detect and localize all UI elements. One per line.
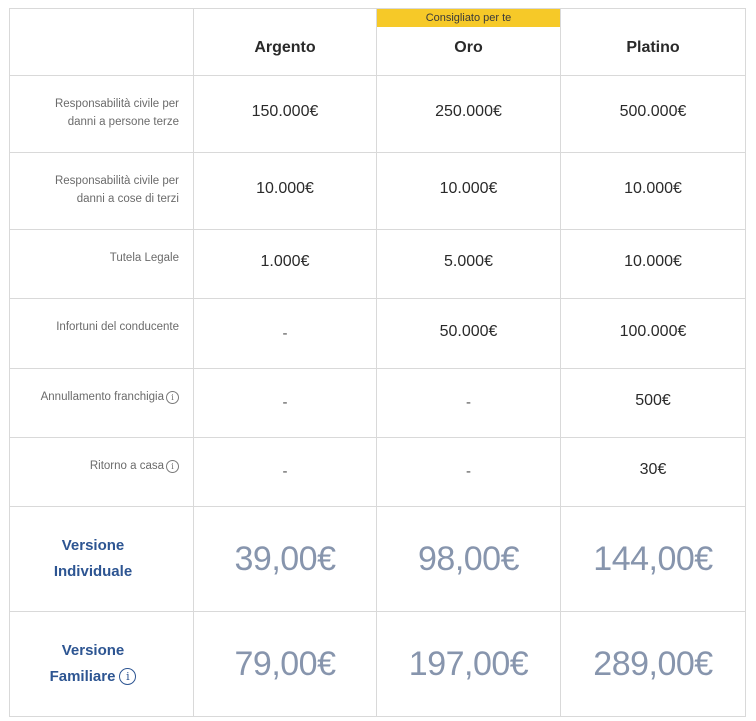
plan-name: Platino [626, 39, 680, 56]
plan-header-platino: Platino [560, 8, 746, 76]
price-label-line: Versione [61, 642, 125, 659]
cell-value: 500.000€ [619, 103, 687, 120]
cell-value: 10.000€ [624, 253, 682, 270]
row-label-line: Infortuni del conducente [56, 321, 179, 333]
row-label-line: danni a cose di terzi [76, 193, 179, 205]
cell-value: 100.000€ [619, 322, 687, 340]
table-row: Annullamento franchigia i - - 500€ [9, 368, 746, 438]
table-header-row: Argento Consigliato per te Oro Platino [9, 8, 746, 76]
header-empty-cell [9, 8, 194, 76]
row-label: Responsabilità civile per danni a cose d… [9, 152, 194, 230]
table-row: Tutela Legale 1.000€ 5.000€ 10.000€ [9, 229, 746, 299]
row-label-line: Annullamento franchigia [40, 391, 164, 403]
plan-name: Argento [254, 39, 316, 56]
cell-value: - [466, 463, 471, 480]
cell-value: 50.000€ [439, 322, 498, 340]
row-label-line: Responsabilità civile per [54, 175, 179, 187]
price-value: 197,00€ [408, 644, 529, 683]
price-label-line: Familiare [49, 668, 116, 685]
price-value: 144,00€ [593, 539, 713, 578]
cell-value: 250.000€ [435, 103, 502, 120]
cell-value: 5.000€ [444, 253, 493, 270]
plan-name: Oro [454, 39, 483, 56]
table-row: Ritorno a casa i - - 30€ [9, 437, 746, 507]
cell-value: 10.000€ [439, 180, 498, 197]
cell-value: - [282, 324, 288, 342]
price-value: 79,00€ [234, 644, 337, 683]
cell-value: - [282, 394, 288, 411]
cell-value: 1.000€ [260, 253, 310, 270]
table-row: Infortuni del conducente - 50.000€ 100.0… [9, 298, 746, 369]
comparison-table: Argento Consigliato per te Oro Platino R… [9, 8, 746, 717]
plan-header-argento: Argento [193, 8, 377, 76]
cell-value: - [282, 463, 288, 480]
cell-value: - [466, 394, 471, 411]
table-row: Responsabilità civile per danni a person… [9, 75, 746, 153]
table-row: Responsabilità civile per danni a cose d… [9, 152, 746, 230]
cell-value: 10.000€ [256, 180, 314, 197]
row-label-line: Ritorno a casa [89, 460, 164, 472]
cell-value: 150.000€ [251, 103, 319, 120]
info-icon[interactable]: i [119, 668, 137, 685]
row-label: Ritorno a casa i [9, 437, 194, 507]
row-label: Responsabilità civile per danni a person… [9, 75, 194, 153]
info-icon[interactable]: i [166, 391, 179, 404]
price-label-line: Versione [61, 537, 125, 554]
price-row: Versione Familiare i 79,00€ 197,00€ 289,0… [9, 611, 746, 717]
row-label-line: Responsabilità civile per [54, 98, 179, 110]
row-label-line: danni a persone terze [67, 116, 179, 128]
price-label: Versione Individuale [9, 506, 194, 612]
cell-value: 500€ [635, 392, 671, 409]
row-label: Infortuni del conducente [9, 298, 194, 369]
price-label: Versione Familiare i [9, 611, 194, 717]
info-icon[interactable]: i [166, 460, 179, 473]
price-value: 289,00€ [593, 644, 713, 683]
row-label: Tutela Legale [9, 229, 194, 299]
cell-value: 10.000€ [624, 180, 682, 197]
row-label: Annullamento franchigia i [9, 368, 194, 438]
price-label-line: Individuale [53, 563, 133, 580]
price-row: Versione Individuale 39,00€ 98,00€ 144,0… [9, 506, 746, 612]
recommended-badge: Consigliato per te [377, 9, 560, 27]
plan-header-oro: Consigliato per te Oro [376, 8, 561, 76]
row-label-line: Tutela Legale [109, 252, 179, 264]
price-value: 39,00€ [234, 539, 337, 578]
price-value: 98,00€ [418, 539, 520, 578]
cell-value: 30€ [639, 461, 667, 478]
